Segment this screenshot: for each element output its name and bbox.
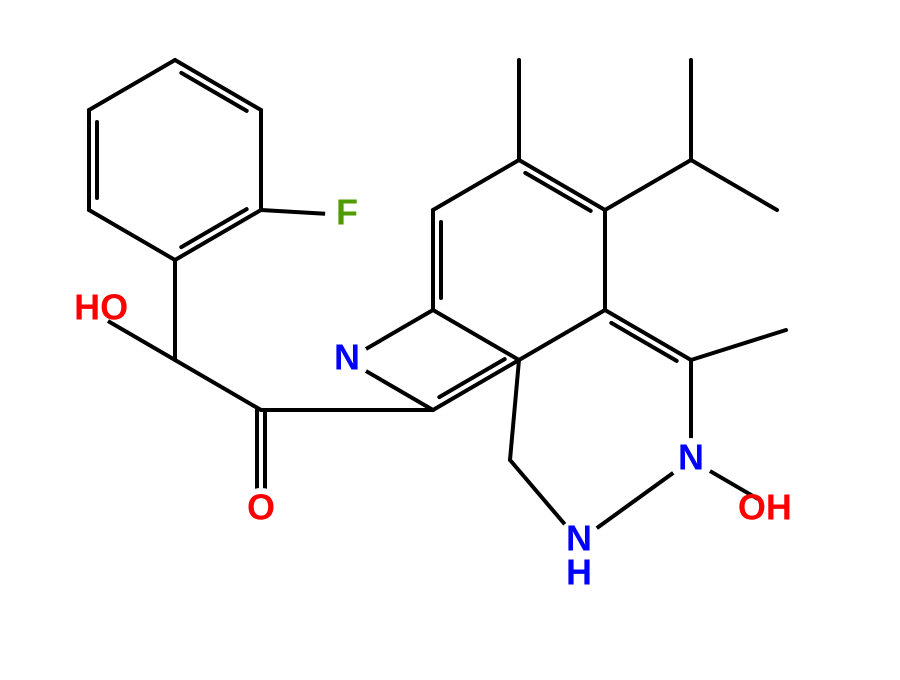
bond bbox=[175, 210, 261, 260]
atom-label-O: OH bbox=[738, 487, 792, 528]
bond bbox=[261, 210, 325, 214]
atom-label-N: N bbox=[334, 337, 360, 378]
bond bbox=[691, 160, 777, 210]
bond bbox=[433, 310, 519, 360]
bond bbox=[510, 360, 519, 460]
atom-sublabel-H: H bbox=[566, 552, 592, 593]
bond bbox=[175, 60, 261, 110]
bond bbox=[89, 60, 175, 110]
bond bbox=[366, 371, 433, 410]
bond bbox=[181, 209, 246, 247]
bond bbox=[89, 210, 175, 260]
atom-label-O: O bbox=[247, 487, 275, 528]
bond bbox=[605, 310, 691, 360]
bond bbox=[175, 360, 261, 410]
bond bbox=[519, 160, 605, 210]
bond bbox=[181, 73, 246, 111]
atom-label-O: HO bbox=[74, 287, 128, 328]
bond bbox=[439, 359, 504, 397]
bond bbox=[597, 473, 673, 528]
chemical-structure-diagram: FHONONNHOH bbox=[0, 0, 900, 680]
atom-label-F: F bbox=[336, 192, 358, 233]
bond bbox=[366, 310, 433, 349]
bond bbox=[433, 360, 519, 410]
bond bbox=[605, 160, 691, 210]
bond bbox=[525, 173, 590, 211]
bond bbox=[519, 310, 605, 360]
bond bbox=[611, 323, 676, 361]
atom-label-N: N bbox=[678, 437, 704, 478]
bond bbox=[691, 330, 786, 360]
bond bbox=[510, 460, 565, 524]
bond bbox=[433, 160, 519, 210]
